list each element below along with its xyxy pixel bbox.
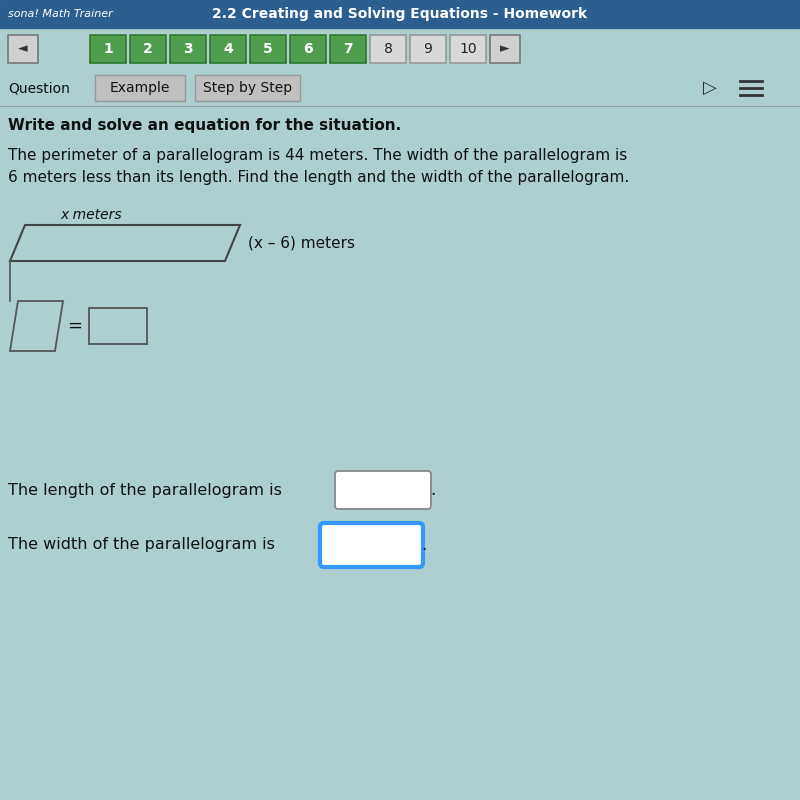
Text: ◄: ◄: [18, 42, 28, 55]
Bar: [450, 35, 486, 63]
FancyBboxPatch shape: [335, 471, 431, 509]
Bar: [130, 35, 166, 63]
Text: Example: Example: [110, 81, 170, 95]
Bar: [210, 35, 246, 63]
Text: 3: 3: [183, 42, 193, 56]
Text: =: =: [67, 317, 82, 335]
Bar: [90, 35, 126, 63]
Bar: [0, 0, 800, 28]
Text: Question: Question: [8, 81, 70, 95]
Text: The length of the parallelogram is: The length of the parallelogram is: [8, 482, 282, 498]
Text: 2.2 Creating and Solving Equations - Homework: 2.2 Creating and Solving Equations - Hom…: [213, 7, 587, 21]
Polygon shape: [10, 225, 240, 261]
Text: 6: 6: [303, 42, 313, 56]
Text: 7: 7: [343, 42, 353, 56]
Text: Write and solve an equation for the situation.: Write and solve an equation for the situ…: [8, 118, 402, 133]
Text: The width of the parallelogram is: The width of the parallelogram is: [8, 538, 275, 553]
Bar: [95, 75, 185, 101]
Bar: [410, 35, 446, 63]
Bar: [195, 75, 300, 101]
Bar: [290, 35, 326, 63]
Text: Step by Step: Step by Step: [203, 81, 292, 95]
Text: 5: 5: [263, 42, 273, 56]
FancyBboxPatch shape: [320, 523, 423, 567]
Text: ►: ►: [500, 42, 510, 55]
Bar: [8, 35, 38, 63]
Polygon shape: [10, 301, 63, 351]
Bar: [370, 35, 406, 63]
Text: .: .: [430, 481, 435, 499]
Text: 6 meters less than its length. Find the length and the width of the parallelogra: 6 meters less than its length. Find the …: [8, 170, 630, 185]
Text: The perimeter of a parallelogram is 44 meters. The width of the parallelogram is: The perimeter of a parallelogram is 44 m…: [8, 148, 627, 163]
Text: .: .: [421, 536, 426, 554]
Bar: [170, 35, 206, 63]
Text: (x – 6) meters: (x – 6) meters: [248, 235, 355, 250]
Text: 8: 8: [383, 42, 393, 56]
Bar: [89, 308, 147, 344]
Text: 10: 10: [459, 42, 477, 56]
Bar: [330, 35, 366, 63]
Text: 9: 9: [423, 42, 433, 56]
Text: sona! Math Trainer: sona! Math Trainer: [8, 9, 113, 19]
Bar: [490, 35, 520, 63]
Text: x meters: x meters: [60, 208, 122, 222]
Bar: [250, 35, 286, 63]
Text: 4: 4: [223, 42, 233, 56]
Text: 1: 1: [103, 42, 113, 56]
Text: ▷: ▷: [703, 79, 717, 97]
Text: 2: 2: [143, 42, 153, 56]
